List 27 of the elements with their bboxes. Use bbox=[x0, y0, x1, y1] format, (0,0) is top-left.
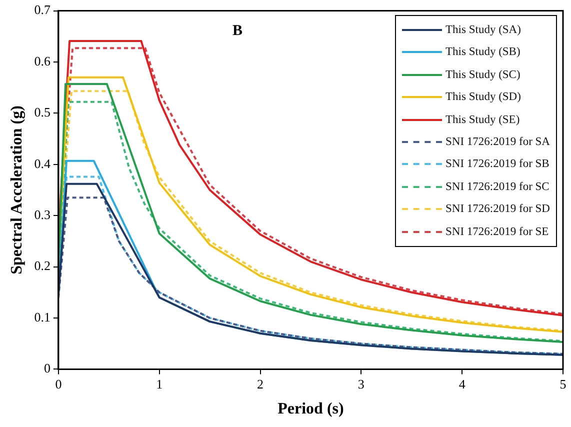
x-axis-title: Period (s) bbox=[278, 400, 344, 418]
y-tick-label: 0.2 bbox=[34, 258, 50, 274]
x-tick-label: 5 bbox=[560, 376, 566, 392]
legend-label: SNI 1726:2019 for SB bbox=[446, 158, 550, 170]
legend-label: SNI 1726:2019 for SC bbox=[446, 180, 550, 193]
x-tick-label: 2 bbox=[257, 376, 264, 392]
x-tick-label: 0 bbox=[55, 376, 62, 392]
y-tick-label: 0.7 bbox=[34, 2, 51, 18]
legend-label: This Study (SE) bbox=[446, 114, 520, 126]
y-tick-label: 0.3 bbox=[34, 207, 50, 222]
y-axis-title: Spectral Acceleration (g) bbox=[8, 106, 26, 274]
legend-label: SNI 1726:2019 for SA bbox=[446, 136, 550, 148]
y-tick-label: 0.1 bbox=[34, 309, 50, 324]
x-tick-label: 3 bbox=[358, 376, 364, 392]
legend-label: This Study (SA) bbox=[446, 24, 521, 36]
legend-label: SNI 1726:2019 for SE bbox=[446, 226, 549, 238]
y-tick-label: 0 bbox=[44, 360, 50, 376]
y-tick-label: 0.6 bbox=[34, 53, 51, 68]
legend-label: This Study (SB) bbox=[446, 46, 520, 58]
legend-label: This Study (SD) bbox=[446, 91, 521, 104]
legend-label: This Study (SC) bbox=[446, 68, 520, 81]
legend-label: SNI 1726:2019 for SD bbox=[446, 203, 550, 216]
y-tick-label: 0.5 bbox=[34, 104, 50, 120]
x-tick-label: 4 bbox=[458, 376, 466, 392]
y-tick-label: 0.4 bbox=[34, 156, 51, 171]
x-tick-label: 1 bbox=[156, 376, 163, 392]
annotation: B bbox=[232, 22, 243, 40]
